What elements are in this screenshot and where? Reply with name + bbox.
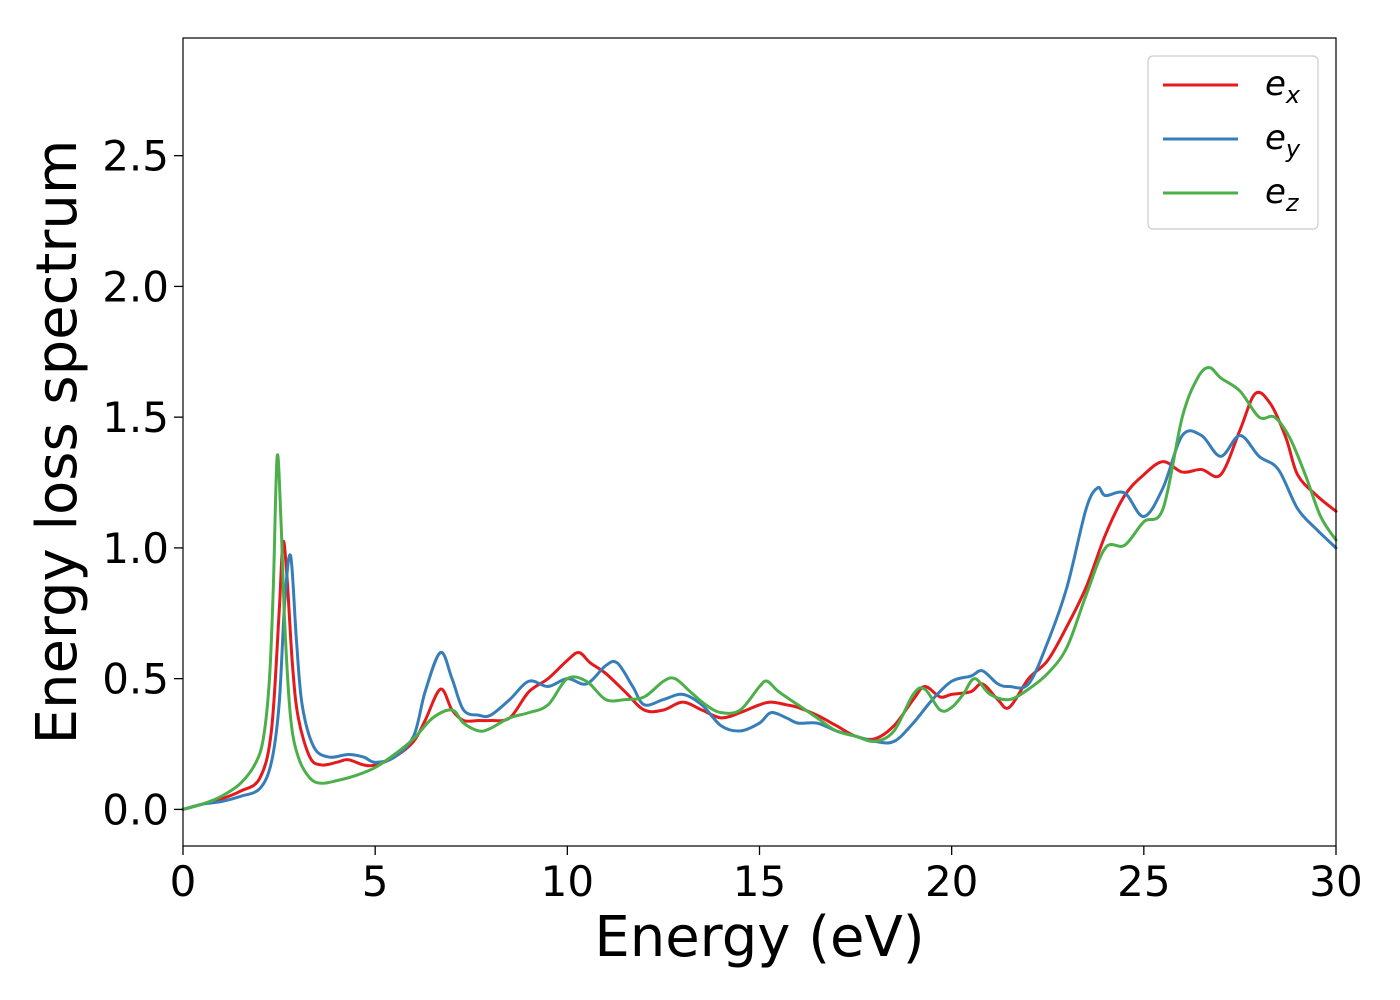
y-tick-label: 2.5 — [102, 132, 169, 181]
y-tick-label: 2.0 — [102, 262, 169, 311]
series-line-x — [181, 390, 1338, 811]
y-tick-label: 1.5 — [102, 393, 169, 442]
x-axis-label: Energy (eV) — [594, 905, 924, 970]
x-tick-label: 20 — [925, 857, 978, 906]
x-tick-label: 5 — [362, 857, 389, 906]
x-tick-label: 30 — [1309, 857, 1362, 906]
legend-label-y: ey — [1265, 118, 1301, 163]
legend-label-x: ex — [1265, 64, 1301, 109]
series-layer — [181, 365, 1338, 811]
series-line-y — [181, 429, 1338, 811]
legend: ex ey ez — [1147, 55, 1319, 230]
legend-box — [1147, 55, 1319, 230]
x-tick-label: 0 — [170, 857, 197, 906]
x-axis: 0 5 10 15 20 25 30 — [170, 846, 1363, 906]
y-tick-label: 0.5 — [102, 655, 169, 704]
x-tick-label: 25 — [1117, 857, 1170, 906]
series-line-z — [181, 365, 1338, 811]
legend-label-z: ez — [1265, 172, 1300, 217]
x-tick-label: 15 — [733, 857, 786, 906]
y-axis-label: Energy loss spectrum — [25, 140, 90, 745]
y-tick-label: 0.0 — [102, 785, 169, 834]
legend-entries: ex ey ez — [1163, 64, 1301, 217]
x-tick-label: 10 — [541, 857, 594, 906]
y-tick-label: 1.0 — [102, 524, 169, 573]
y-axis: 0.0 0.5 1.0 1.5 2.0 2.5 — [102, 132, 183, 834]
